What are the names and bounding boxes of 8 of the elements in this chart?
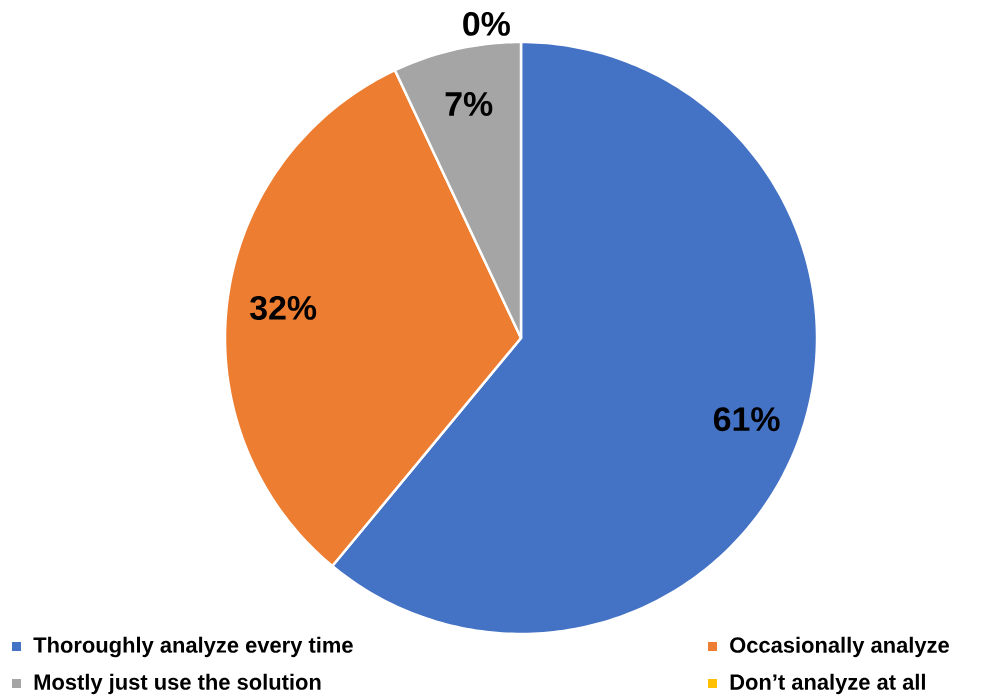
data-label: 61% [713,407,780,432]
data-label: 32% [250,295,317,320]
legend-label: Don’t analyze at all [730,673,925,695]
legend-label: Thoroughly analyze every time [33,636,353,658]
legend-label: Occasionally analyze [730,636,949,658]
data-label: 7% [445,92,493,116]
legend-label: Mostly just use the solution [34,673,321,695]
text: 0% [463,11,510,36]
